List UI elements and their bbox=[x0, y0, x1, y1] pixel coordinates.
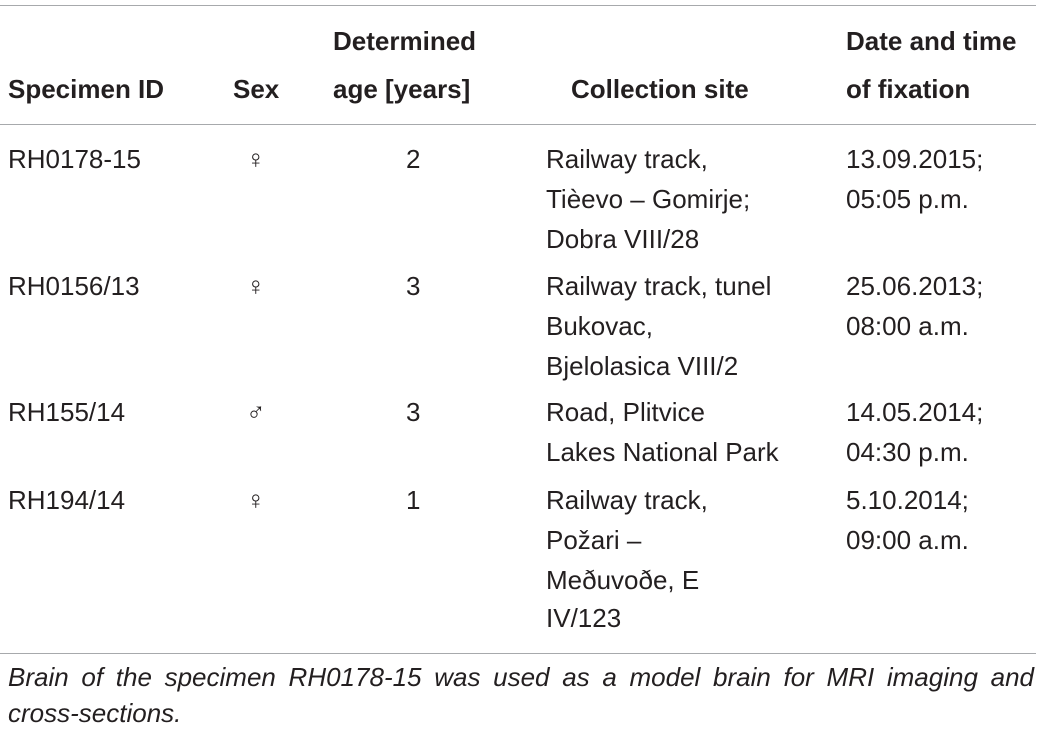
cell-date-line: 08:00 a.m. bbox=[846, 311, 969, 341]
table-footnote: Brain of the specimen RH0178-15 was used… bbox=[8, 662, 1034, 728]
cell-date-line: 5.10.2014; bbox=[846, 485, 969, 515]
cell-site-line: Bukovac, bbox=[546, 311, 653, 341]
header-date-line-1: Date and time bbox=[846, 26, 1017, 56]
cell-specimen-id: RH155/14 bbox=[8, 397, 126, 427]
cell-date-line: 25.06.2013; bbox=[846, 271, 984, 301]
cell-date-line: 09:00 a.m. bbox=[846, 525, 969, 555]
cell-site-line: Meðuvoðe, E bbox=[546, 565, 700, 595]
header-age-line-2: age [years] bbox=[333, 74, 471, 104]
cell-site-line: Dobra VIII/28 bbox=[546, 224, 700, 254]
cell-date-line: 14.05.2014; bbox=[846, 397, 984, 427]
cell-specimen-id: RH0156/13 bbox=[8, 271, 140, 301]
header-date-line-2: of fixation bbox=[846, 74, 971, 104]
header-collection-site: Collection site bbox=[571, 74, 749, 104]
cell-sex: ♀ bbox=[246, 144, 266, 174]
cell-site-line: Railway track, tunel bbox=[546, 271, 772, 301]
cell-age: 3 bbox=[406, 271, 421, 301]
header-age-line-1: Determined bbox=[333, 26, 477, 56]
cell-site-line: IV/123 bbox=[546, 603, 622, 633]
cell-site-line: Tièevo – Gomirje; bbox=[546, 184, 751, 214]
cell-age: 2 bbox=[406, 144, 421, 174]
header-sex: Sex bbox=[233, 74, 280, 104]
cell-date-line: 05:05 p.m. bbox=[846, 184, 969, 214]
cell-age: 1 bbox=[406, 485, 421, 515]
cell-date-line: 04:30 p.m. bbox=[846, 437, 969, 467]
cell-sex: ♀ bbox=[246, 485, 266, 515]
cell-sex: ♀ bbox=[246, 271, 266, 301]
cell-age: 3 bbox=[406, 397, 421, 427]
table-top-rule bbox=[0, 5, 1036, 6]
cell-site-line: Railway track, bbox=[546, 144, 708, 174]
cell-date-line: 13.09.2015; bbox=[846, 144, 984, 174]
cell-site-line: Lakes National Park bbox=[546, 437, 779, 467]
cell-site-line: Bjelolasica VIII/2 bbox=[546, 351, 739, 381]
table-header-rule bbox=[0, 124, 1036, 125]
cell-specimen-id: RH194/14 bbox=[8, 485, 126, 515]
cell-site-line: Požari – bbox=[546, 525, 642, 555]
cell-site-line: Road, Plitvice bbox=[546, 397, 705, 427]
table-bottom-rule bbox=[0, 653, 1036, 654]
header-specimen-id: Specimen ID bbox=[8, 74, 165, 104]
cell-site-line: Railway track, bbox=[546, 485, 708, 515]
cell-specimen-id: RH0178-15 bbox=[8, 144, 141, 174]
cell-sex: ♂ bbox=[246, 397, 266, 427]
